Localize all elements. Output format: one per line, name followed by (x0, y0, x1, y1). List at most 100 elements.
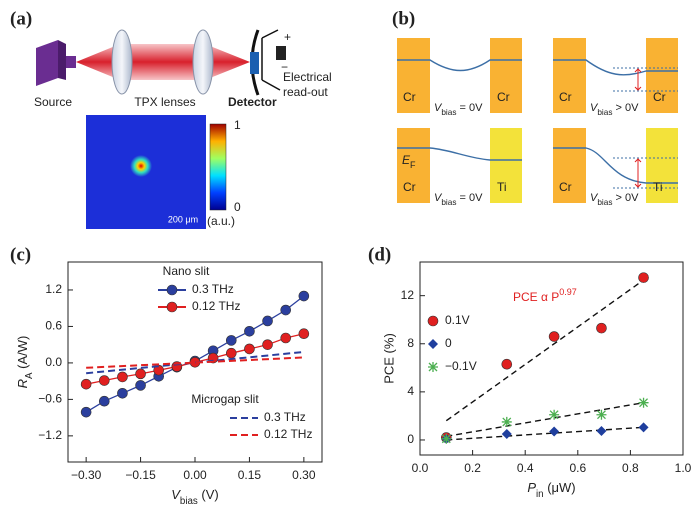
y-tick-label: 8 (407, 336, 414, 350)
panel-label: (b) (392, 8, 415, 29)
text-part: 0.97 (559, 287, 577, 297)
marker (501, 358, 513, 370)
marker (549, 409, 560, 420)
marker (135, 380, 146, 391)
annotation: PCE α P0.97 (513, 287, 577, 304)
fermi-label: EF (402, 153, 416, 170)
bias-arrow (634, 68, 642, 91)
marker (596, 322, 607, 334)
marker (596, 425, 607, 436)
colorbar-label: 1 (234, 118, 241, 132)
electrode-label: Cr (403, 90, 416, 104)
marker (596, 409, 607, 420)
fit-line (445, 279, 644, 422)
text-part: = 0V (456, 192, 483, 204)
marker (262, 339, 273, 350)
legend-marker (166, 284, 178, 296)
beam (76, 44, 250, 80)
text-part: V (590, 192, 599, 204)
legend-label: 0.12 THz (192, 299, 240, 313)
marker (638, 272, 649, 283)
lens (111, 29, 133, 95)
legend-marker (166, 301, 178, 313)
text-part: bias (441, 108, 456, 117)
text-part: V (434, 102, 443, 114)
marker (298, 328, 310, 340)
y-tick-label: −0.6 (38, 392, 62, 406)
x-tick-label: 0.00 (183, 468, 207, 482)
text-part: bias (180, 496, 198, 507)
series-line (86, 356, 304, 369)
bias-label: Vbias > 0V (590, 102, 639, 117)
marker (244, 343, 255, 355)
label: Detector (228, 95, 277, 109)
legend-label: 0.1V (445, 313, 470, 327)
fermi-level (613, 157, 678, 189)
y-tick-label: 12 (401, 288, 415, 302)
wire (261, 29, 281, 91)
x-axis-label: Vbias (V) (171, 487, 219, 507)
detector-chip (250, 52, 259, 74)
x-tick-label: 0.2 (464, 461, 481, 475)
text-part: in (536, 489, 544, 500)
plot-frame (419, 261, 684, 456)
electrode (397, 128, 430, 203)
legend-marker (428, 362, 438, 372)
text-part: (μW) (544, 480, 576, 495)
text-part: > 0V (612, 192, 639, 204)
marker (548, 331, 560, 342)
electrode-label: Ti (653, 180, 663, 194)
text-part: F (410, 160, 416, 170)
electrode-label: Cr (497, 90, 510, 104)
bias-label: Vbias = 0V (434, 102, 483, 117)
electrode (490, 38, 522, 113)
text-part: V (171, 487, 181, 502)
colorbar (209, 123, 227, 211)
x-tick-label: −0.30 (71, 468, 102, 482)
electrode (646, 128, 678, 203)
y-tick-label: 4 (407, 384, 414, 398)
marker (98, 375, 110, 386)
legend-label: 0 (445, 336, 452, 350)
marker (441, 433, 452, 444)
source-port (66, 56, 76, 68)
band-edge (397, 147, 522, 161)
label: read-out (283, 85, 328, 99)
readout-box (276, 46, 286, 60)
text-part: (A/W) (15, 336, 30, 373)
x-tick-label: −0.15 (125, 468, 156, 482)
text-part: A (24, 372, 35, 379)
marker (117, 388, 128, 399)
text-part: > 0V (612, 102, 639, 114)
marker (117, 371, 128, 383)
marker (244, 326, 255, 337)
marker (638, 397, 649, 408)
electrode (553, 128, 586, 203)
band-edge (553, 147, 678, 184)
marker (298, 290, 310, 302)
x-tick-label: 0.15 (238, 468, 262, 482)
y-tick-label: −1.2 (38, 428, 62, 442)
text-part: bias (597, 198, 612, 207)
legend-label: 0.12 THz (264, 427, 312, 441)
lens (192, 29, 214, 95)
text-part: V (434, 192, 443, 204)
x-tick-label: 1.0 (675, 461, 692, 475)
y-tick-label: 0.6 (45, 319, 62, 333)
label: Electrical (283, 70, 332, 84)
legend-title: Microgap slit (191, 392, 259, 406)
x-axis-label: Pin (μW) (527, 480, 575, 500)
x-tick-label: 0.8 (622, 461, 639, 475)
legend-marker (427, 315, 439, 327)
colorbar-label: (a.u.) (207, 214, 235, 228)
electrode-label: Cr (403, 180, 416, 194)
electrode (646, 38, 678, 113)
electrode (490, 128, 522, 203)
marker (225, 335, 237, 346)
marker (98, 395, 110, 407)
x-tick-label: 0.6 (569, 461, 586, 475)
marker (80, 378, 92, 390)
band-edge (397, 59, 522, 72)
electrode (397, 38, 430, 113)
